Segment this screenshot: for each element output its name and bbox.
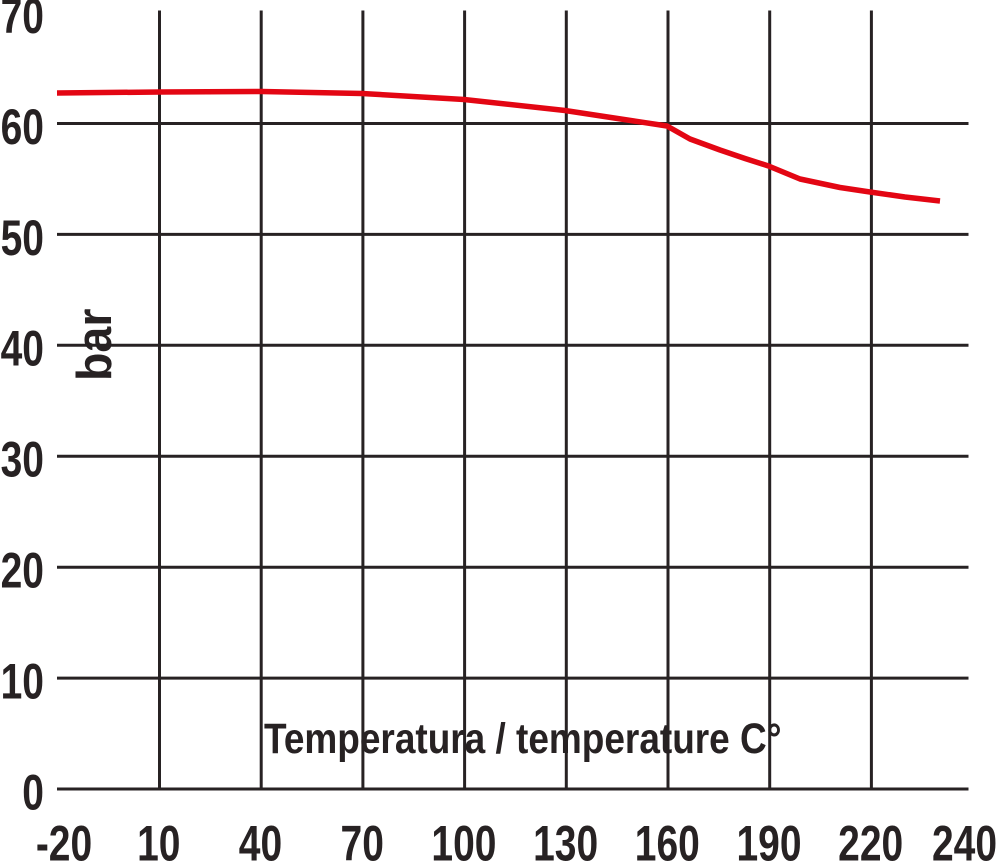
svg-text:-20: -20 — [36, 815, 92, 862]
svg-text:50: 50 — [1, 209, 44, 266]
svg-text:130: 130 — [533, 815, 598, 862]
svg-text:100: 100 — [431, 815, 496, 862]
svg-text:220: 220 — [838, 815, 903, 862]
svg-text:30: 30 — [1, 431, 44, 488]
svg-text:160: 160 — [635, 815, 700, 862]
svg-text:10: 10 — [137, 815, 180, 862]
svg-text:70: 70 — [341, 815, 384, 862]
svg-text:40: 40 — [1, 320, 44, 377]
svg-text:20: 20 — [1, 542, 44, 599]
svg-text:60: 60 — [1, 98, 44, 155]
svg-text:10: 10 — [1, 653, 44, 710]
svg-text:70: 70 — [1, 0, 44, 44]
svg-text:190: 190 — [736, 815, 801, 862]
svg-text:240: 240 — [932, 815, 997, 862]
svg-text:bar: bar — [68, 309, 122, 381]
svg-text:40: 40 — [239, 815, 282, 862]
svg-text:0: 0 — [22, 764, 44, 821]
svg-text:Temperatura / temperature C°: Temperatura / temperature C° — [264, 715, 781, 762]
